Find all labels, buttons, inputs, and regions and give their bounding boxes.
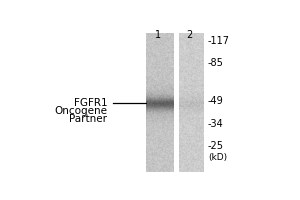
Text: -25: -25 xyxy=(208,141,224,151)
Text: 1: 1 xyxy=(154,30,161,40)
Text: (kD): (kD) xyxy=(208,153,227,162)
Text: -85: -85 xyxy=(208,58,224,68)
Text: -34: -34 xyxy=(208,119,224,129)
Text: -117: -117 xyxy=(208,36,230,46)
Text: Partner: Partner xyxy=(69,114,107,124)
Text: 2: 2 xyxy=(186,30,193,40)
Text: -49: -49 xyxy=(208,96,224,106)
Text: Oncogene: Oncogene xyxy=(54,106,107,116)
Text: FGFR1: FGFR1 xyxy=(74,98,107,108)
